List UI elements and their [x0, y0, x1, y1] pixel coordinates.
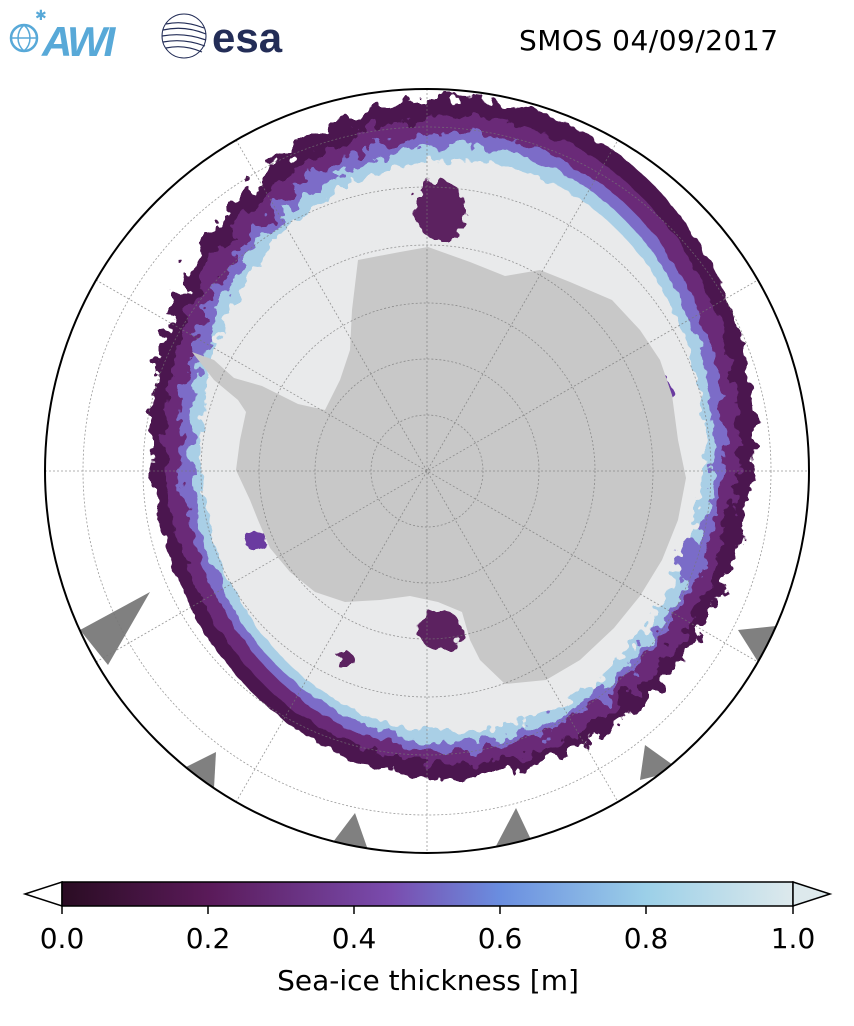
colorbar-extend-max [792, 880, 833, 908]
colorbar [22, 880, 833, 914]
graticule [45, 89, 809, 853]
awi-wordmark: AWI [41, 18, 117, 65]
colorbar-tick-label: 0.6 [477, 922, 523, 955]
colorbar-tick-label: 0.0 [39, 922, 85, 955]
colorbar-extend-min [22, 880, 63, 908]
sea-ice-map [44, 88, 810, 854]
colorbar-gradient [61, 881, 794, 907]
esa-logo: esa [161, 13, 283, 61]
colorbar-tick-label: 1.0 [770, 922, 816, 955]
colorbar-tick-label: 0.4 [331, 922, 377, 955]
awi-star-icon: ✱ [35, 8, 47, 24]
colorbar-label: Sea-ice thickness [m] [277, 964, 579, 997]
awi-logo: ✱ AWI [9, 8, 120, 65]
antarctica-landmass [192, 247, 686, 684]
map-boundary [44, 88, 810, 854]
colorbar-tick-label: 0.2 [185, 922, 231, 955]
data-gap-wedges [80, 592, 776, 850]
logos: ✱ AWI esa [9, 8, 283, 65]
map-title: SMOS 04/09/2017 [519, 24, 779, 57]
esa-wordmark: esa [212, 14, 283, 61]
colorbar-tick-label: 0.8 [623, 922, 669, 955]
colorbar-ticks [61, 906, 794, 914]
